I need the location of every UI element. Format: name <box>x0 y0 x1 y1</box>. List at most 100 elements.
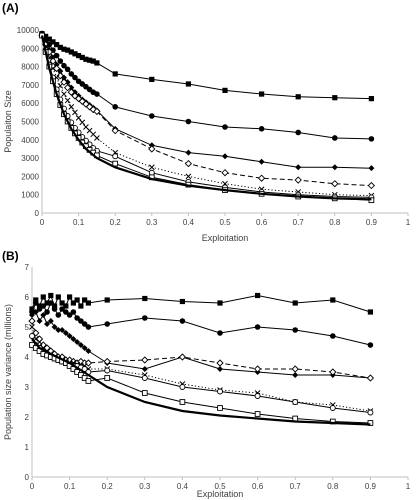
data-point-circle <box>149 113 155 119</box>
y-tick-label: 0 <box>35 209 40 218</box>
data-point-diamond <box>258 158 265 165</box>
x-tick-label: 0.5 <box>219 218 231 227</box>
data-point-square <box>292 300 298 306</box>
series-8 <box>40 35 372 201</box>
data-point-circle <box>179 318 186 324</box>
data-point-square <box>68 49 74 55</box>
data-point-open-square <box>104 375 111 381</box>
data-point-square <box>86 57 93 63</box>
data-point-square <box>65 47 71 53</box>
data-point-open-diamond <box>67 88 75 96</box>
data-point-square <box>82 297 88 303</box>
data-point-open-square <box>179 399 186 405</box>
data-point-square <box>368 96 374 102</box>
data-point-circle <box>185 118 192 125</box>
data-point-diamond <box>368 165 375 172</box>
x-tick-label: 0.4 <box>177 482 189 491</box>
data-point-open-diamond <box>184 159 193 168</box>
y-tick-label: 10000 <box>17 26 40 35</box>
y-tick-label: 1 <box>25 443 30 452</box>
y-tick-label: 1000 <box>21 191 39 200</box>
data-point-diamond <box>185 149 192 156</box>
series-4 <box>38 31 376 190</box>
x-tick-label: 0.8 <box>329 218 341 227</box>
data-point-circle <box>85 324 92 330</box>
data-point-open-diamond <box>221 169 229 177</box>
y-tick-label: 6000 <box>21 99 39 108</box>
data-point-square <box>90 58 96 64</box>
data-point-square <box>33 297 39 303</box>
y-tick-label: 6 <box>25 293 30 302</box>
x-tick-label: 0 <box>30 482 35 491</box>
data-point-square <box>57 44 63 50</box>
data-point-open-square <box>85 378 92 384</box>
y-tick-label: 8000 <box>21 63 39 72</box>
data-point-diamond <box>47 318 54 324</box>
data-point-circle <box>66 312 73 318</box>
data-point-circle <box>367 342 374 348</box>
data-point-open-square <box>254 411 261 417</box>
data-point-open-square <box>141 390 148 396</box>
x-tick-label: 0.3 <box>146 218 158 227</box>
data-point-open-circle <box>104 367 111 374</box>
data-point-open-diamond <box>103 357 111 366</box>
data-point-square <box>85 300 91 306</box>
data-point-square <box>78 303 84 309</box>
data-point-x <box>64 97 71 104</box>
data-point-circle <box>61 62 67 69</box>
data-point-square <box>67 294 73 300</box>
data-point-open-diamond <box>141 356 149 364</box>
x-tick-label: 1 <box>406 482 411 491</box>
y-tick-label: 2000 <box>21 172 39 181</box>
data-point-open-diamond <box>291 365 299 373</box>
data-point-x <box>61 91 67 97</box>
data-point-square <box>51 303 58 309</box>
data-point-square <box>94 60 100 66</box>
data-point-open-diamond <box>331 180 339 188</box>
data-point-square <box>72 51 78 57</box>
data-point-diamond <box>85 348 92 354</box>
data-point-x <box>148 164 155 171</box>
data-point-x <box>75 114 82 121</box>
data-point-circle <box>94 91 100 97</box>
x-tick-label: 0.1 <box>64 482 76 491</box>
data-point-diamond <box>66 333 73 339</box>
data-point-square <box>222 87 228 93</box>
data-point-diamond <box>148 142 155 149</box>
panel-b: (B) 0 0.1 0.2 0.3 0.4 0.5 0.6 0.7 0.8 0.9 1 0 1 2 3 4 5 6 7… <box>2 249 411 499</box>
series-1 <box>39 31 374 102</box>
x-tick-label: 0.2 <box>102 482 114 491</box>
data-point-diamond <box>141 366 148 372</box>
y-tick-label: 3 <box>25 383 30 392</box>
series-line <box>31 338 371 426</box>
data-point-diamond <box>81 345 88 351</box>
data-point-diamond <box>292 372 299 378</box>
data-point-x <box>72 109 78 116</box>
x-tick-label: 0.5 <box>214 482 226 491</box>
data-point-open-diamond <box>367 181 376 190</box>
data-point-circle <box>48 300 54 306</box>
data-point-diamond <box>44 321 51 327</box>
data-point-diamond <box>62 330 69 336</box>
data-point-diamond <box>29 312 35 318</box>
data-point-circle <box>222 124 228 130</box>
data-point-circle <box>59 306 65 312</box>
data-point-open-square <box>112 160 119 167</box>
data-point-square <box>36 303 43 309</box>
data-point-square <box>59 300 65 306</box>
data-point-circle <box>32 300 39 306</box>
series-2 <box>29 300 374 348</box>
data-point-circle <box>217 330 223 336</box>
data-point-square <box>48 292 54 299</box>
data-point-open-square <box>81 375 88 381</box>
data-point-open-circle <box>29 333 35 339</box>
data-point-open-circle <box>217 388 223 395</box>
data-point-circle <box>258 126 265 132</box>
y-tick-label: 3000 <box>21 154 39 163</box>
data-point-x <box>29 324 35 330</box>
data-point-circle <box>70 309 77 315</box>
data-point-circle <box>72 74 78 81</box>
x-tick-label: 0.3 <box>139 482 151 491</box>
panel-label: (B) <box>2 249 19 263</box>
